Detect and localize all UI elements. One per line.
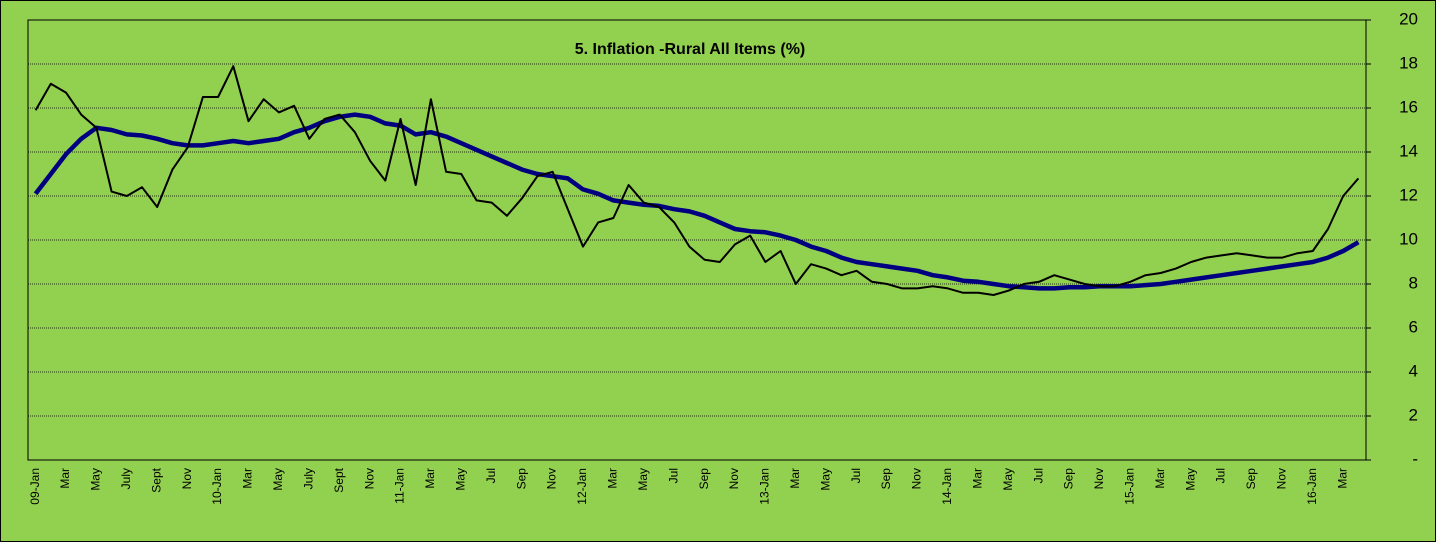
x-tick-label: Mar [1335,468,1349,489]
x-tick-label: Nov [545,468,559,489]
y-tick-label: 10 [1399,229,1418,248]
x-tick-label: May [636,468,650,491]
x-tick-label: Sept [149,467,163,492]
x-tick-label: Mar [1153,468,1167,489]
x-tick-label: Jul [484,468,498,483]
x-tick-label: Sep [1062,468,1076,490]
y-tick-label: 12 [1399,185,1418,204]
x-tick-label: 09-Jan [28,468,42,505]
x-tick-label: 10-Jan [210,468,224,505]
x-tick-label: Sept [332,467,346,492]
x-tick-label: Jul [1031,468,1045,483]
x-tick-label: May [1001,468,1015,491]
plot-area [27,19,1367,461]
x-tick-label: Mar [970,468,984,489]
y-tick-label: 2 [1409,405,1418,424]
y-tick-label: 20 [1399,9,1418,28]
x-tick-label: July [301,468,315,489]
x-tick-label: May [271,468,285,491]
x-tick-label: May [454,468,468,491]
x-tick-label: Sep [879,468,893,490]
y-tick-label: 8 [1409,273,1418,292]
x-tick-label: Nov [362,468,376,489]
x-tick-label: Mar [788,468,802,489]
x-tick-label: Nov [1275,468,1289,489]
y-tick-label: 4 [1409,361,1418,380]
x-tick-label: 16-Jan [1305,468,1319,505]
x-tick-label: Jul [849,468,863,483]
chart-title: 5. Inflation -Rural All Items (%) [575,41,806,58]
x-tick-label: 12-Jan [575,468,589,505]
x-tick-label: May [1183,468,1197,491]
x-tick-label: Nov [910,468,924,489]
y-tick-label: 6 [1409,317,1418,336]
x-tick-label: 13-Jan [758,468,772,505]
x-tick-label: Jul [1214,468,1228,483]
x-tick-label: 11-Jan [393,468,407,504]
x-tick-label: Mar [241,468,255,489]
x-tick-label: Nov [1092,468,1106,489]
y-tick-label: 18 [1399,53,1418,72]
x-tick-label: Sep [697,468,711,490]
x-tick-label: Nov [180,468,194,489]
x-tick-label: Sep [1244,468,1258,490]
y-tick-label: - [1412,449,1418,468]
x-tick-label: May [89,468,103,491]
data-line [34,65,1360,296]
x-tick-label: Nov [727,468,741,489]
y-tick-label: 16 [1399,97,1418,116]
x-tick-label: Mar [58,468,72,489]
x-tick-label: 15-Jan [1123,468,1137,505]
x-tick-label: July [119,468,133,489]
x-tick-label: 14-Jan [940,468,954,505]
x-tick-label: Mar [606,468,620,489]
data-line [33,112,1360,291]
y-tick-label: 14 [1399,141,1418,160]
x-tick-label: Mar [423,468,437,489]
x-tick-label: Sep [514,468,528,490]
x-tick-label: May [818,468,832,491]
x-tick-label: Jul [666,468,680,483]
